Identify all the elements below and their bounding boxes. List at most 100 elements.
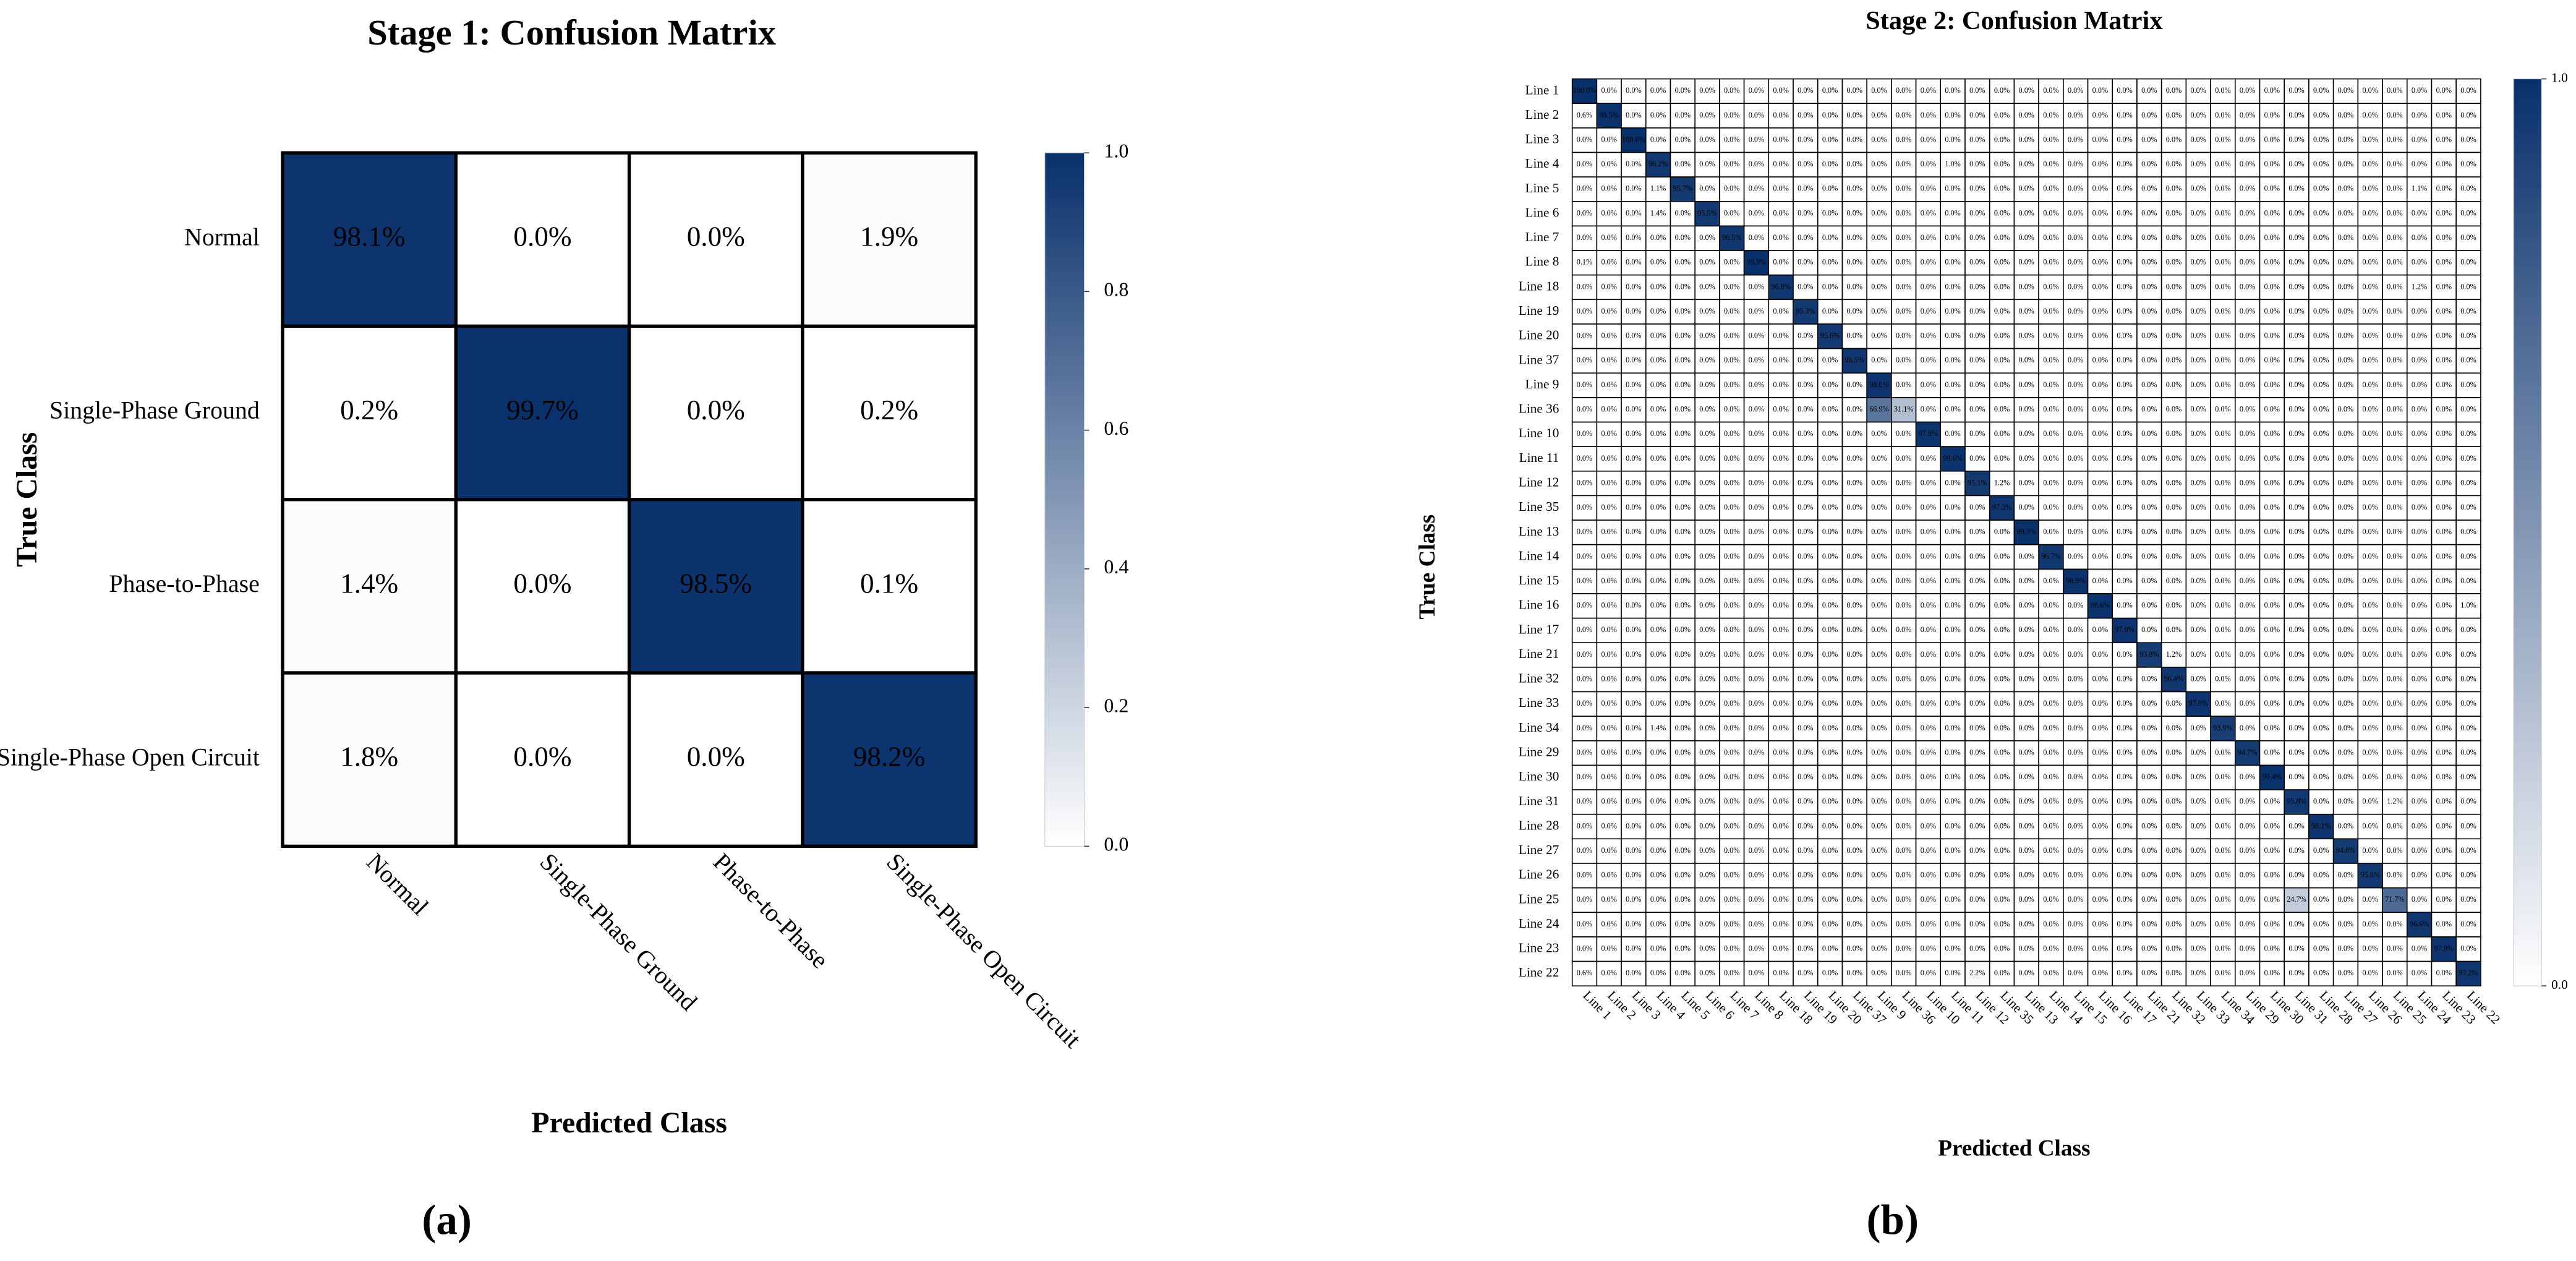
cell-label: 0.0% xyxy=(1798,331,1813,340)
heatmap-cell xyxy=(2455,323,2481,349)
cell-label: 0.0% xyxy=(2460,135,2476,143)
heatmap-cell xyxy=(454,151,631,328)
heatmap-cell xyxy=(1670,348,1695,374)
cell-label: 0.0% xyxy=(2191,944,2206,953)
cell-label: 0.0% xyxy=(1626,282,1641,291)
heatmap-cell xyxy=(1915,225,1942,251)
cell-label: 0.0% xyxy=(1773,478,1788,487)
cell-label: 0.0% xyxy=(1994,184,2010,193)
heatmap-cell xyxy=(2332,152,2359,177)
cell-label: 0.0% xyxy=(1871,576,1887,585)
cell-label: 0.0% xyxy=(2288,208,2304,217)
cell-label: 0.0% xyxy=(2264,404,2280,413)
cell-label: 0.0% xyxy=(2362,650,2378,659)
cell-label: 0.0% xyxy=(1626,503,1641,511)
cell-label: 0.0% xyxy=(2166,86,2181,95)
chart-title: Stage 1: Confusion Matrix xyxy=(367,12,776,53)
cell-label: 0.0% xyxy=(1577,576,1592,585)
cell-label: 0.0% xyxy=(1945,404,1960,413)
cell-label: 0.0% xyxy=(1626,528,1641,536)
cell-label: 0.0% xyxy=(1994,699,2010,707)
cell-label: 0.0% xyxy=(2166,871,2181,879)
cell-label: 0.0% xyxy=(2412,748,2427,756)
cell-label: 0.0% xyxy=(1650,233,1666,242)
heatmap-cell xyxy=(1817,152,1843,177)
cell-label: 0.0% xyxy=(1994,821,2010,830)
cell-label: 0.0% xyxy=(1626,748,1641,756)
cell-label: 0.0% xyxy=(1699,380,1715,389)
cell-label: 0.0% xyxy=(2387,454,2402,463)
cell-label: 0.0% xyxy=(2338,478,2353,487)
cell-label: 0.0% xyxy=(2436,380,2452,389)
cell-label: 0.0% xyxy=(1871,821,1887,830)
cell-label: 0.0% xyxy=(2460,724,2476,732)
cell-label: 0.0% xyxy=(2191,454,2206,463)
cell-label: 0.0% xyxy=(1699,895,1715,904)
cell-label: 0.0% xyxy=(1822,208,1838,217)
y-tick-label: Line 12 xyxy=(1519,474,1559,489)
cell-label: 0.0% xyxy=(2215,503,2230,511)
heatmap-cell xyxy=(1719,323,1745,349)
cell-label: 0.0% xyxy=(1945,748,1960,756)
cell-label: 0.0% xyxy=(2215,356,2230,364)
cell-label: 0.0% xyxy=(1724,528,1739,536)
cell-label: 0.0% xyxy=(1749,135,1764,143)
y-tick-label: Line 14 xyxy=(1519,548,1559,563)
cell-label: 0.0% xyxy=(2412,307,2427,315)
cell-label: 0.0% xyxy=(1871,135,1887,143)
cell-label: 0.0% xyxy=(1921,920,1936,928)
cell-label: 0.0% xyxy=(2068,380,2083,389)
cell-label: 97.9% xyxy=(2434,944,2454,953)
cell-label: 31.1% xyxy=(1894,404,1914,413)
y-tick-label: Line 5 xyxy=(1525,181,1559,195)
cell-label: 0.0% xyxy=(2215,576,2230,585)
cell-label: 0.0% xyxy=(1773,772,1788,781)
heatmap-cell xyxy=(2087,250,2113,276)
cell-label: 0.0% xyxy=(1699,111,1715,119)
cell-label: 0.0% xyxy=(2166,797,2181,806)
cell-label: 0.0% xyxy=(1896,895,1911,904)
heatmap-cell xyxy=(2357,127,2383,153)
cell-label: 0.0% xyxy=(2240,135,2255,143)
cell-label: 0.0% xyxy=(1871,871,1887,879)
cell-label: 0.0% xyxy=(2387,552,2402,560)
cell-label: 0.0% xyxy=(2092,184,2108,193)
cell-label: 0.0% xyxy=(2043,503,2058,511)
cell-label: 0.0% xyxy=(1675,968,1691,977)
cell-label: 0.0% xyxy=(1601,724,1616,732)
heatmap-cell xyxy=(2038,152,2064,177)
cell-label: 0.0% xyxy=(1921,601,1936,610)
y-tick-label: Normal xyxy=(184,223,260,250)
cell-label: 98.9% xyxy=(2066,576,2086,585)
cell-label: 0.0% xyxy=(2068,307,2083,315)
cell-label: 0.0% xyxy=(2043,454,2058,463)
cell-label: 0.0% xyxy=(2215,821,2230,830)
cell-label: 0.0% xyxy=(2436,797,2452,806)
cell-label: 0.0% xyxy=(1601,675,1616,683)
y-tick-label: Line 32 xyxy=(1519,671,1559,686)
cell-label: 0.0% xyxy=(2117,380,2132,389)
cell-label: 0.0% xyxy=(1626,111,1641,119)
heatmap-cell xyxy=(1571,78,1598,105)
cell-label: 0.0% xyxy=(2043,331,2058,340)
cell-label: 0.0% xyxy=(2362,772,2378,781)
heatmap-cell xyxy=(2431,348,2457,374)
heatmap-cell xyxy=(2308,225,2334,251)
heatmap-cell xyxy=(2013,225,2039,251)
cell-label: 0.0% xyxy=(1601,748,1616,756)
cell-label: 0.0% xyxy=(2436,821,2452,830)
cell-label: 0.0% xyxy=(2338,650,2353,659)
panel-caption: (a) xyxy=(422,1195,472,1243)
cell-label: 0.0% xyxy=(1798,797,1813,806)
heatmap-cell xyxy=(1940,152,1966,177)
cell-label: 0.0% xyxy=(1822,404,1838,413)
cell-label: 0.0% xyxy=(1847,846,1862,855)
heatmap-cell xyxy=(1571,152,1598,177)
heatmap-cell xyxy=(1841,176,1867,202)
heatmap-cell xyxy=(2431,274,2457,301)
cell-label: 0.0% xyxy=(2019,601,2034,610)
cell-label: 0.0% xyxy=(1847,772,1862,781)
cell-label: 0.0% xyxy=(2019,258,2034,267)
cell-label: 0.0% xyxy=(1773,675,1788,683)
cell-label: 0.0% xyxy=(2092,552,2108,560)
